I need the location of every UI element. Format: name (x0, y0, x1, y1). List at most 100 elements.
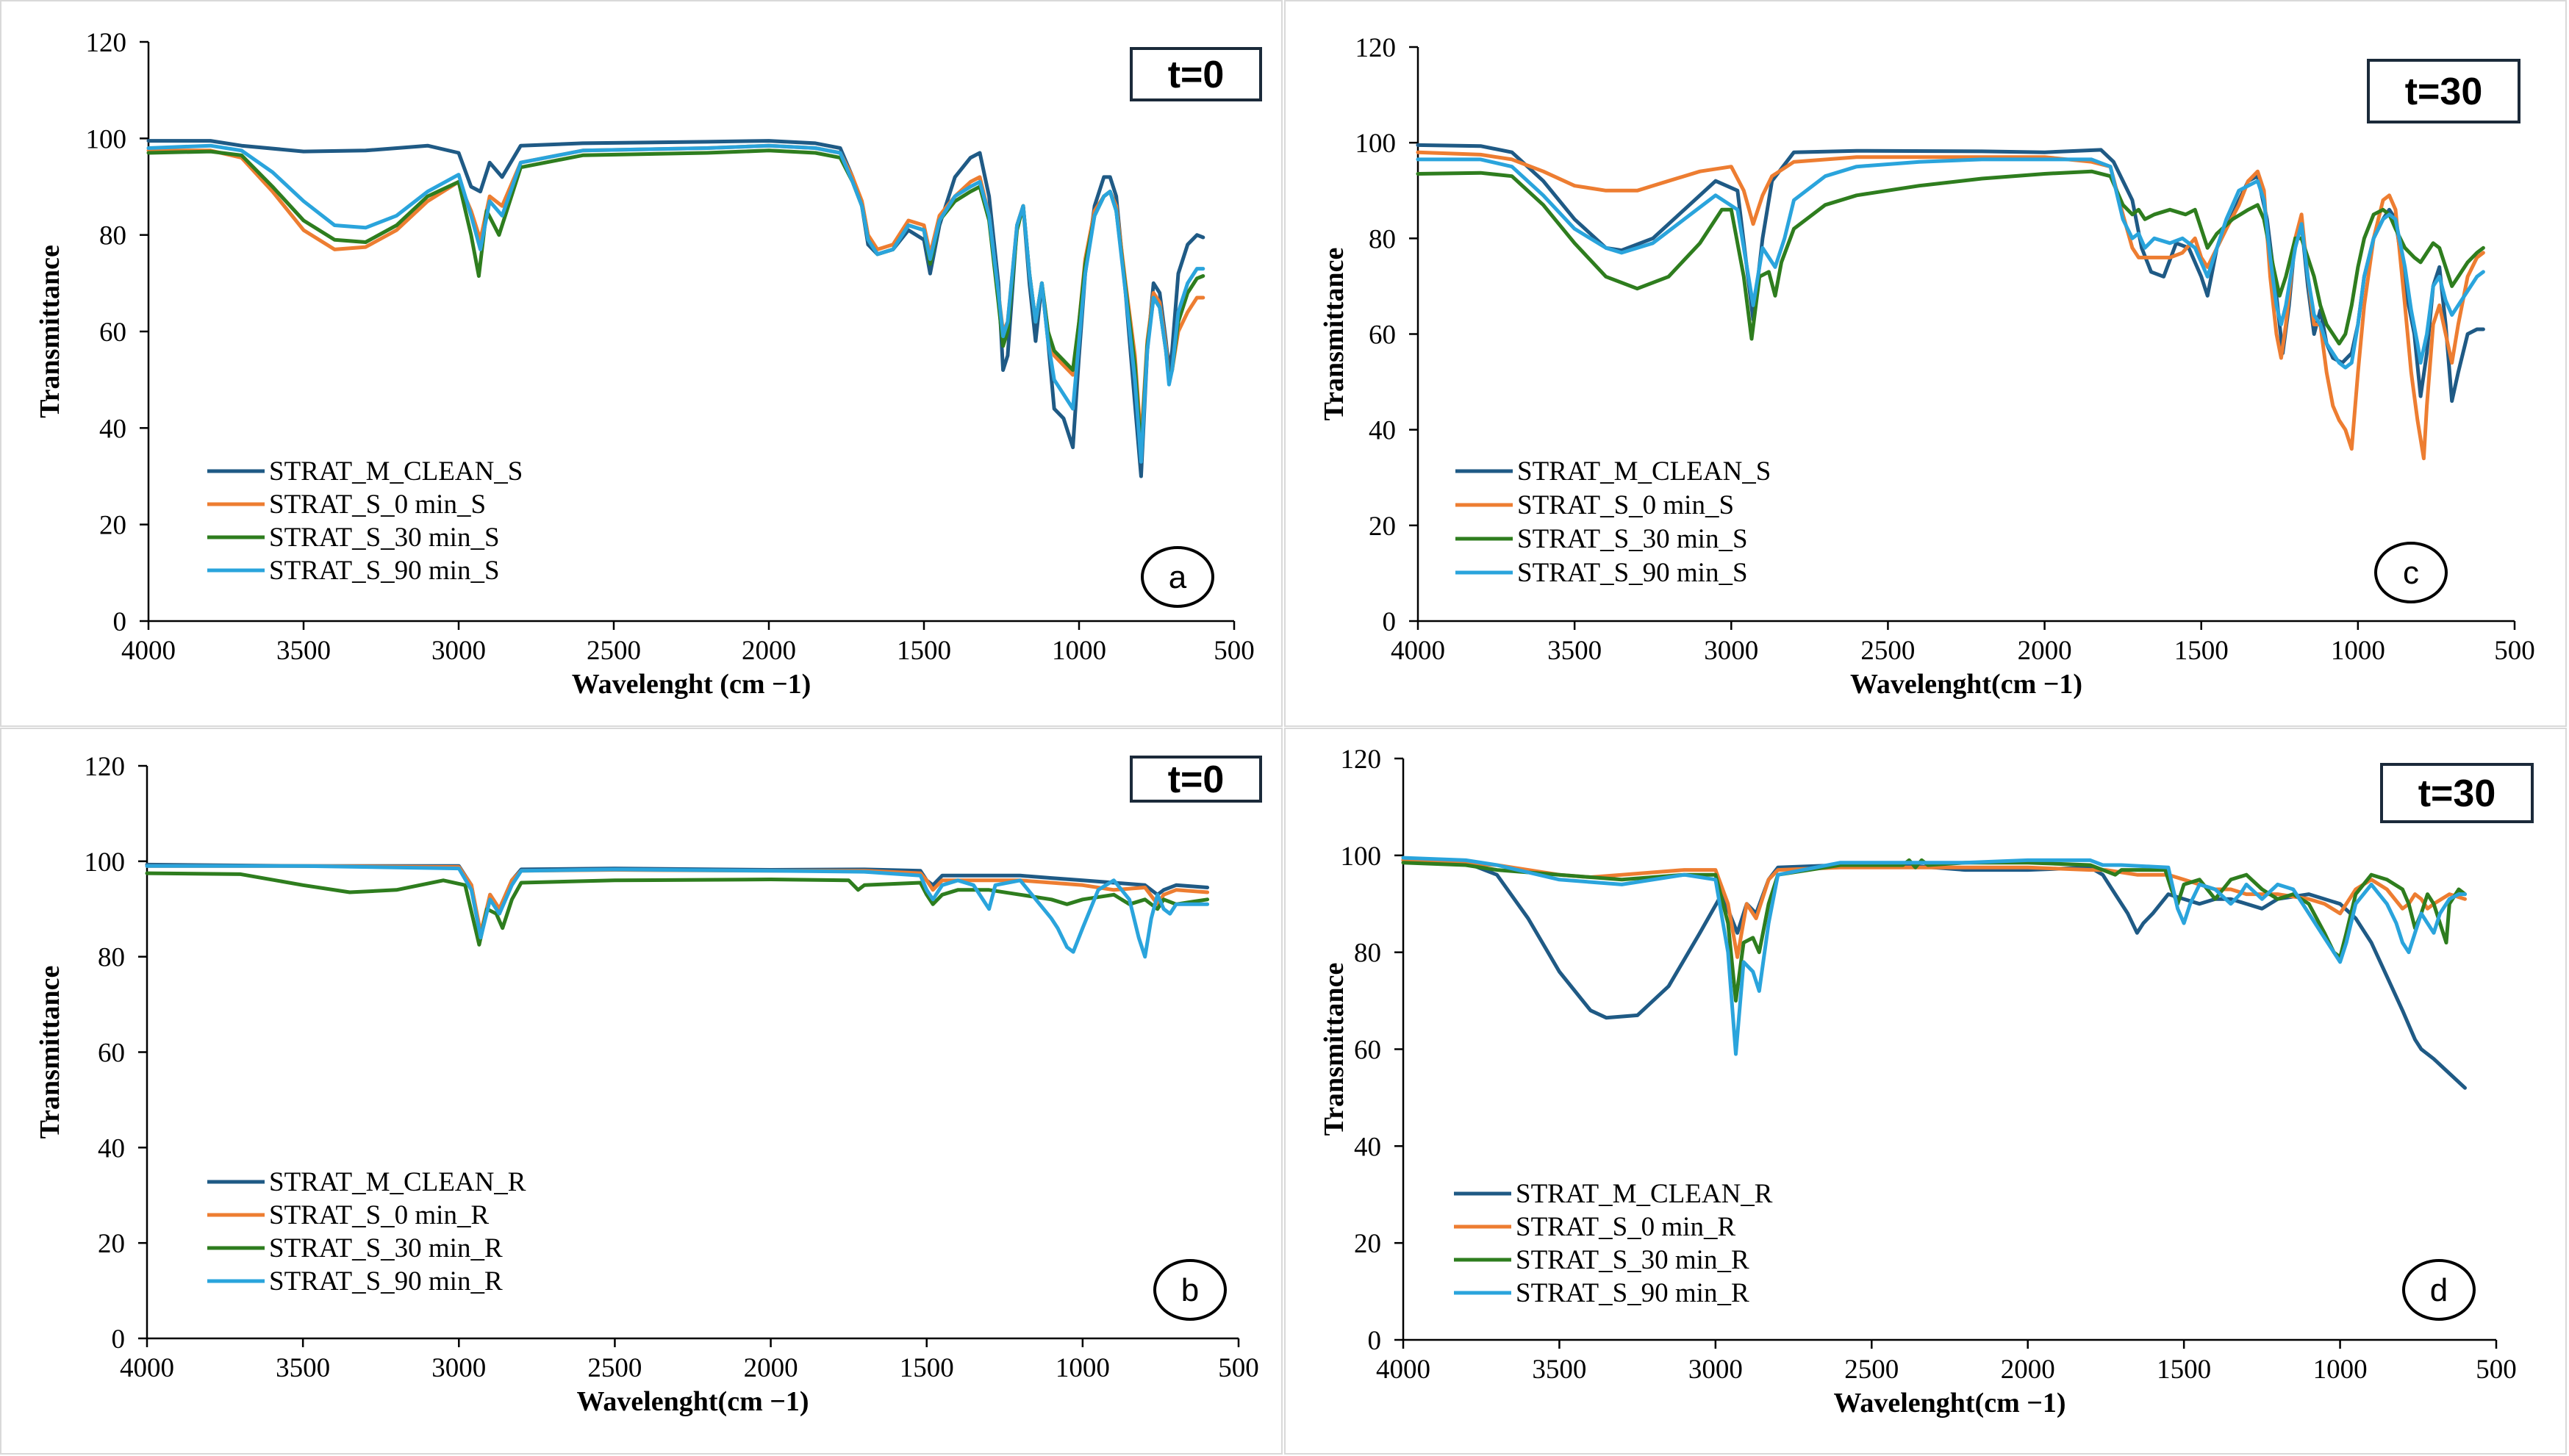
y-tick-label: 100 (1355, 129, 1397, 159)
series-line-strat-s-90 (146, 143, 1205, 464)
x-axis-label: Wavelenght(cm −1) (1833, 1388, 2065, 1419)
chart-svg-c: 0 20 40 60 80 100 120 4000 3500 3000 2500 2000 1500 1… (1319, 33, 2535, 700)
x-tick-label: 4000 (120, 1353, 174, 1383)
chart-svg-a: 0 20 40 60 80 100 120 4000 3500 3000 2500 2000 1500 1… (35, 28, 1262, 700)
series-line-strat-s-30 (1416, 169, 2485, 345)
y-tick-label: 60 (1354, 1036, 1381, 1066)
series-line-strat-s-0 (1416, 150, 2485, 461)
chart-svg-b: 0 20 40 60 80 100 120 4000 3500 3000 2500 2000 1500 1… (35, 752, 1262, 1417)
chart-panel-a: 0 20 40 60 80 100 120 4000 3500 3000 2500 2000 1500 1… (0, 0, 1283, 727)
panel-letter-circle (2374, 542, 2448, 603)
y-tick-label: 20 (98, 1229, 125, 1259)
y-tick-label: 100 (1341, 842, 1382, 872)
legend-entry: STRAT_M_CLEAN_R (269, 1167, 526, 1197)
y-tick-label: 40 (98, 1133, 125, 1163)
panel-letter: a (1169, 559, 1187, 595)
x-tick-label: 500 (2476, 1355, 2517, 1385)
y-axis-label: Transmittance (1319, 248, 1350, 421)
y-axis-label: Transmittance (1319, 963, 1350, 1136)
x-tick-label: 500 (1218, 1353, 1259, 1383)
x-tick-label: 2500 (1844, 1355, 1899, 1385)
y-tick-label: 20 (99, 511, 126, 541)
panel-letter: c (2403, 555, 2419, 591)
y-tick-label: 60 (98, 1039, 125, 1069)
x-tick-label: 1500 (897, 636, 951, 666)
y-tick-label: 20 (1369, 512, 1396, 542)
chart-panel-b: 0 20 40 60 80 100 120 4000 3500 3000 2500 2000 1500 1… (0, 728, 1283, 1455)
y-tick-label: 60 (1369, 320, 1396, 351)
y-tick-label: 0 (113, 607, 127, 637)
x-tick-label: 500 (1214, 636, 1255, 666)
legend-entry: STRAT_S_0 min_S (1517, 490, 1734, 520)
series-line-strat-s-0 (1401, 858, 2467, 959)
y-tick-label: 40 (99, 414, 126, 444)
y-tick-label: 120 (86, 28, 127, 58)
legend-entry: STRAT_S_0 min_R (269, 1200, 489, 1230)
x-axis-label: Wavelenght(cm −1) (1850, 669, 2082, 700)
panel-letter: b (1181, 1272, 1199, 1308)
x-tick-label: 3500 (276, 1353, 330, 1383)
time-label-box (1130, 47, 1262, 101)
time-label-box (2380, 763, 2534, 823)
chart-svg-d: 0 20 40 60 80 100 120 4000 3500 3000 2500 2000 1500 1… (1319, 745, 2534, 1419)
y-tick-label: 80 (1354, 939, 1381, 969)
legend-entry: STRAT_M_CLEAN_S (269, 456, 523, 487)
series-line-strat-s-90 (1416, 157, 2485, 370)
y-tick-label: 20 (1354, 1229, 1381, 1259)
y-tick-label: 100 (85, 847, 126, 878)
x-tick-label: 2000 (744, 1353, 798, 1383)
legend-entry: STRAT_S_30 min_R (269, 1233, 503, 1263)
x-tick-label: 4000 (1376, 1355, 1430, 1385)
y-tick-label: 120 (1341, 745, 1382, 775)
legend-entry: STRAT_S_30 min_S (1517, 524, 1748, 554)
legend-entry: STRAT_S_0 min_S (269, 489, 486, 520)
x-tick-label: 3000 (431, 636, 486, 666)
x-tick-label: 1000 (2313, 1355, 2368, 1385)
y-tick-label: 40 (1369, 416, 1396, 446)
legend-entry: STRAT_M_CLEAN_R (1516, 1179, 1773, 1209)
chart-panel-c: 0 20 40 60 80 100 120 4000 3500 3000 2500 2000 1500 1… (1284, 0, 2567, 727)
x-tick-label: 3500 (1532, 1355, 1586, 1385)
y-tick-label: 120 (1355, 33, 1397, 63)
y-tick-label: 100 (86, 124, 127, 154)
x-tick-label: 4000 (1391, 636, 1445, 666)
legend-entry: STRAT_S_30 min_S (269, 523, 500, 553)
legend-entry: STRAT_S_90 min_R (269, 1266, 503, 1297)
legend-entry: STRAT_M_CLEAN_S (1517, 456, 1771, 487)
x-tick-label: 1500 (2157, 1355, 2211, 1385)
x-tick-label: 1500 (900, 1353, 954, 1383)
x-tick-label: 1000 (1052, 636, 1106, 666)
series-line-strat-m-clean (145, 862, 1210, 940)
legend-entry: STRAT_S_90 min_S (1517, 558, 1748, 588)
x-tick-label: 1000 (1056, 1353, 1110, 1383)
legend-entry: STRAT_S_90 min_S (269, 556, 500, 586)
x-tick-label: 3500 (276, 636, 331, 666)
x-tick-label: 3500 (1547, 636, 1602, 666)
time-label-box (1130, 756, 1262, 803)
x-tick-label: 3000 (1688, 1355, 1743, 1385)
chart-panel-d: 0 20 40 60 80 100 120 4000 3500 3000 2500 2000 1500 1… (1284, 728, 2567, 1455)
series-line-strat-s-90 (145, 864, 1210, 959)
x-tick-label: 2500 (1860, 636, 1915, 666)
y-axis-label: Transmittance (35, 966, 65, 1139)
x-tick-label: 1000 (2331, 636, 2385, 666)
x-tick-label: 500 (2494, 636, 2535, 666)
x-tick-label: 2000 (2001, 1355, 2055, 1385)
x-axis-label: Wavelenght (cm −1) (572, 669, 811, 700)
panel-letter-circle (1141, 546, 1214, 608)
series-line-strat-s-90 (1401, 856, 2467, 1056)
x-tick-label: 2500 (587, 636, 641, 666)
time-label: t=0 (1168, 54, 1225, 96)
legend-entry: STRAT_S_30 min_R (1516, 1245, 1749, 1275)
x-tick-label: 2000 (742, 636, 796, 666)
y-tick-label: 120 (85, 752, 126, 782)
legend-entry: STRAT_S_0 min_R (1516, 1212, 1735, 1242)
x-tick-label: 3000 (1704, 636, 1758, 666)
x-tick-label: 2000 (2018, 636, 2072, 666)
x-tick-label: 1500 (2174, 636, 2229, 666)
time-label: t=0 (1168, 759, 1225, 801)
y-tick-label: 80 (1369, 224, 1396, 254)
x-tick-label: 3000 (431, 1353, 486, 1383)
y-tick-label: 80 (99, 221, 126, 251)
